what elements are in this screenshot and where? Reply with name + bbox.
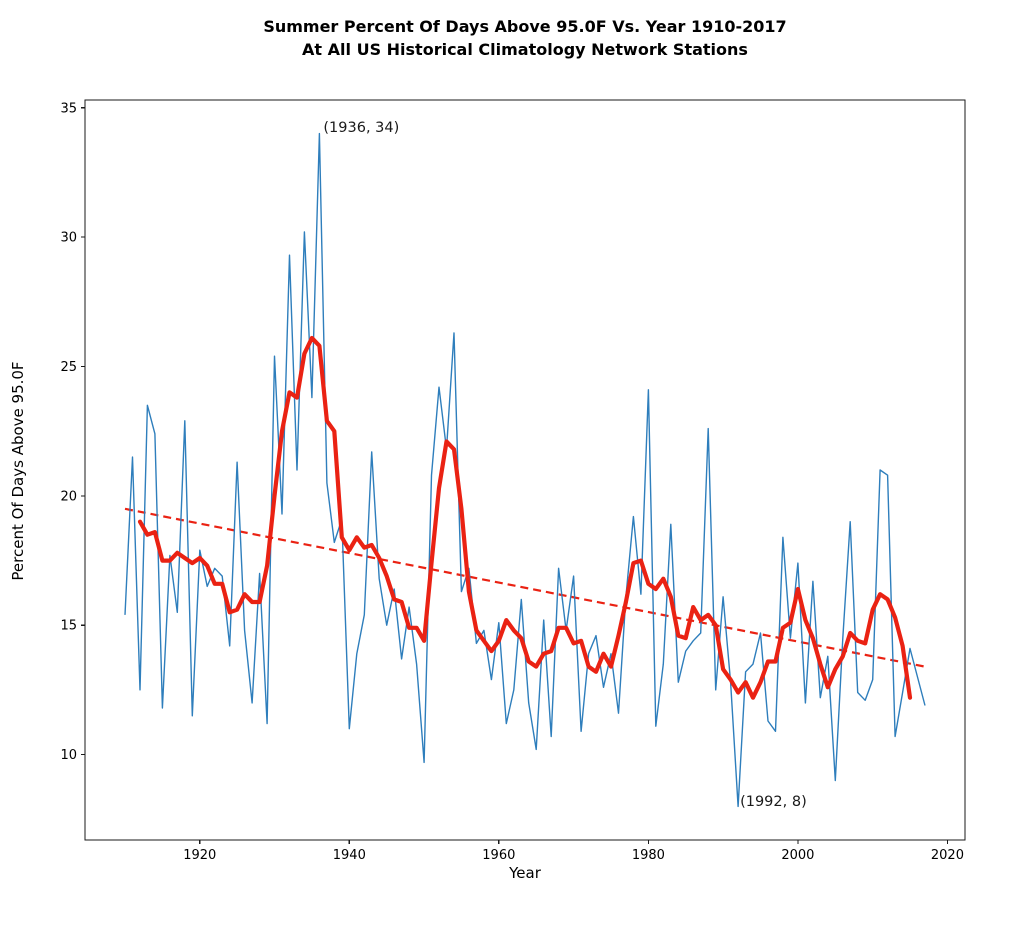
chart-title-line-1: Summer Percent Of Days Above 95.0F Vs. Y… <box>263 17 787 36</box>
x-tick-label: 2000 <box>781 848 814 863</box>
x-tick-label: 1960 <box>482 848 515 863</box>
annual-series-line <box>124 132 926 808</box>
y-axis-label: Percent Of Days Above 95.0F <box>9 361 27 581</box>
y-tick-label: 35 <box>60 101 77 116</box>
x-tick-label: 2020 <box>931 848 964 863</box>
annotation-1992-min: (1992, 8) <box>740 794 807 811</box>
axes-spines <box>84 99 966 841</box>
x-tick-label: 1940 <box>333 848 366 863</box>
y-tick-label: 30 <box>60 231 77 246</box>
x-axis-label: Year <box>509 864 541 882</box>
smoothed-series-line <box>137 335 913 700</box>
chart-title-line-2: At All US Historical Climatology Network… <box>302 40 748 59</box>
y-tick-label: 15 <box>60 619 77 634</box>
x-tick-label: 1980 <box>632 848 665 863</box>
x-tick-label: 1920 <box>183 848 216 863</box>
y-tick-label: 20 <box>60 489 77 504</box>
y-tick-label: 10 <box>60 748 77 763</box>
annotation-1936-peak: (1936, 34) <box>323 119 400 136</box>
y-tick-label: 25 <box>60 360 77 375</box>
trend-line <box>124 507 926 668</box>
